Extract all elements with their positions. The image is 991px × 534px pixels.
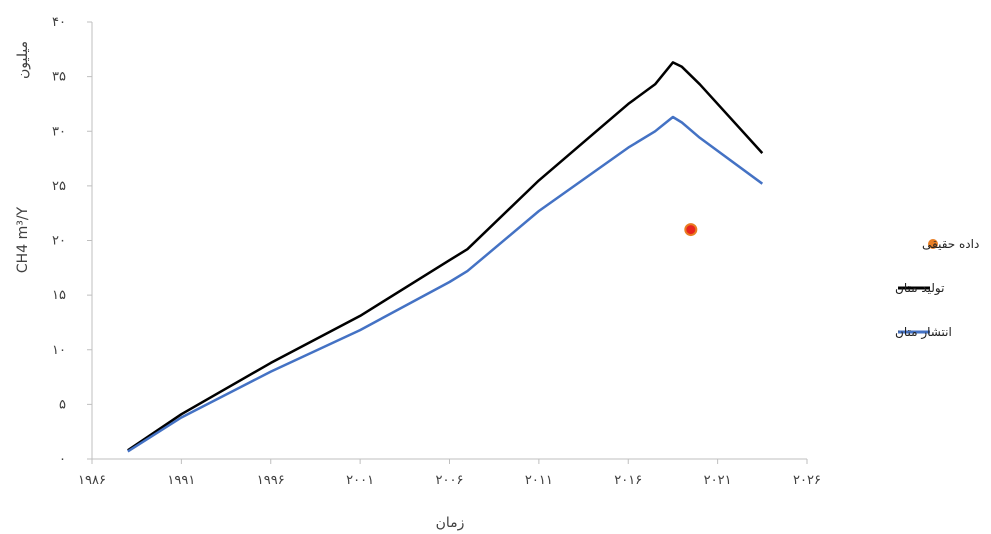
y-ticks: ۰ ۵ ۱۰ ۱۵ ۲۰ ۲۵ ۳۰ ۳۵ ۴۰	[52, 15, 92, 467]
x-tick-label: ۲۰۲۱	[704, 473, 732, 488]
x-tick-label: ۱۹۹۶	[257, 473, 285, 488]
y-tick-label: ۱۵	[52, 288, 66, 303]
y-tick-label: ۲۵	[52, 179, 66, 194]
y-axis-title: CH4 m³/Y	[15, 206, 31, 273]
y-axis-unit: میلیون	[15, 41, 31, 79]
x-tick-label: ۱۹۸۶	[78, 473, 106, 488]
legend: داده حقیقی تولید متان انتشار متان	[895, 237, 979, 340]
series-layer	[127, 61, 764, 453]
x-tick-label: ۲۰۰۱	[346, 473, 374, 488]
x-tick-label: ۲۰۱۶	[614, 473, 642, 488]
y-tick-label: ۳۰	[52, 124, 66, 139]
y-tick-label: ۱۰	[52, 343, 66, 358]
x-ticks: ۱۹۸۶ ۱۹۹۱ ۱۹۹۶ ۲۰۰۱ ۲۰۰۶ ۲۰۱۱ ۲۰۱۶ ۲۰۲۱ ۲۰۲۶	[78, 459, 821, 488]
y-tick-label: ۰	[59, 452, 66, 467]
x-tick-label: ۲۰۱۱	[525, 473, 553, 488]
y-tick-label: ۴۰	[52, 15, 66, 30]
series-line-1	[127, 115, 764, 453]
legend-item: تولید متان	[895, 281, 944, 296]
legend-label: انتشار متان	[895, 325, 952, 340]
legend-marker	[928, 239, 938, 249]
x-tick-label: ۲۰۲۶	[793, 473, 821, 488]
y-tick-label: ۳۵	[52, 70, 66, 85]
plot-axes	[91, 22, 807, 460]
series-line-0	[127, 61, 764, 452]
x-tick-label: ۱۹۹۱	[167, 473, 195, 488]
legend-label: تولید متان	[895, 281, 944, 296]
y-tick-label: ۲۰	[52, 234, 66, 249]
legend-item: انتشار متان	[895, 325, 952, 340]
legend-item: داده حقیقی	[922, 237, 979, 251]
y-tick-label: ۵	[59, 397, 66, 412]
x-tick-label: ۲۰۰۶	[436, 473, 464, 488]
legend-label: داده حقیقی	[922, 237, 979, 251]
x-axis-title: زمان	[436, 515, 465, 531]
data-point	[684, 223, 698, 237]
